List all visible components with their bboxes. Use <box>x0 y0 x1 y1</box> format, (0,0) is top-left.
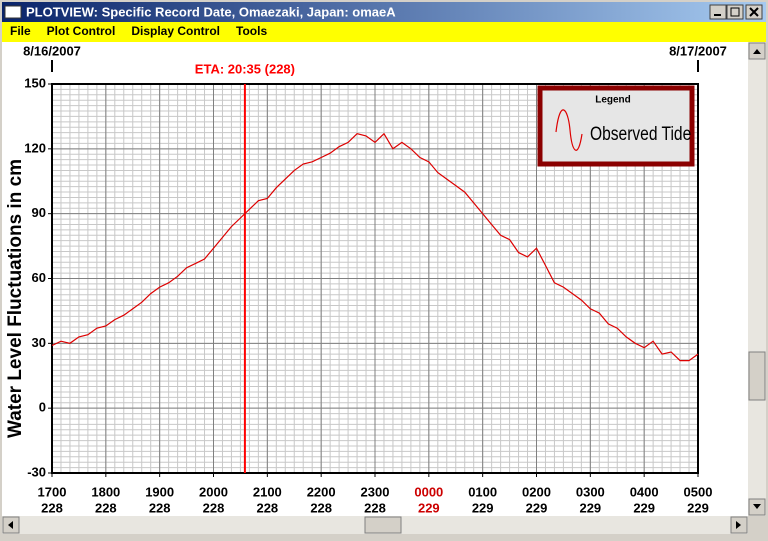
menu-item[interactable]: Display Control <box>131 24 220 38</box>
x-tick-day: 228 <box>41 500 63 515</box>
window-controls <box>709 4 763 20</box>
x-tick-label: 2000 <box>199 484 228 499</box>
minimize-button[interactable] <box>709 4 727 20</box>
legend-label: Observed Tide <box>590 123 691 145</box>
x-tick-day: 229 <box>579 500 601 515</box>
legend-box <box>537 85 695 167</box>
tide-line <box>51 132 699 362</box>
x-tick-label: 0400 <box>630 484 659 499</box>
x-tick-day: 229 <box>687 500 709 515</box>
x-tick-label: 1900 <box>145 484 174 499</box>
x-tick-label: 2200 <box>307 484 336 499</box>
y-tick-label: 60 <box>32 270 46 285</box>
x-tick-label: 1700 <box>38 484 67 499</box>
x-tick-label: 2100 <box>253 484 282 499</box>
date-label: 8/16/2007 <box>23 43 81 58</box>
x-tick-day: 228 <box>364 500 386 515</box>
x-tick-label: 0000 <box>414 484 443 499</box>
app-icon <box>4 5 22 19</box>
y-tick-label: 120 <box>24 140 46 155</box>
title-bar <box>2 2 766 22</box>
eta-label: ETA: 20:35 (228) <box>195 61 295 76</box>
y-tick-label: -30 <box>27 464 46 479</box>
x-tick-day: 228 <box>95 500 117 515</box>
horizontal-scroll-thumb[interactable] <box>364 516 402 534</box>
menu-item[interactable]: Tools <box>236 24 267 38</box>
x-tick-label: 0500 <box>684 484 713 499</box>
maximize-button[interactable] <box>726 4 744 20</box>
x-tick-day: 229 <box>526 500 548 515</box>
x-tick-day: 228 <box>256 500 278 515</box>
window-title: PLOTVIEW: Specific Record Date, Omaezaki… <box>26 4 396 19</box>
y-axis-label: Water Level Fluctuations in cm <box>5 159 26 438</box>
menu-item[interactable]: File <box>10 24 31 38</box>
x-tick-day: 229 <box>472 500 494 515</box>
date-label: 8/17/2007 <box>669 43 727 58</box>
y-tick-label: 90 <box>32 205 46 220</box>
x-tick-day: 228 <box>149 500 171 515</box>
y-tick-label: 30 <box>32 335 46 350</box>
y-tick-label: 150 <box>24 75 46 90</box>
x-tick-day: 228 <box>203 500 225 515</box>
y-tick-label: 0 <box>39 400 46 415</box>
legend-swatch <box>555 109 583 151</box>
size-grip <box>748 516 766 534</box>
x-tick-label: 0100 <box>468 484 497 499</box>
x-tick-day: 229 <box>418 500 440 515</box>
x-tick-label: 1800 <box>91 484 120 499</box>
x-tick-day: 229 <box>633 500 655 515</box>
plot-frame <box>51 83 699 474</box>
legend-title: Legend <box>595 95 631 106</box>
x-tick-label: 0300 <box>576 484 605 499</box>
vertical-scroll-thumb[interactable] <box>748 351 766 401</box>
x-tick-label: 0200 <box>522 484 551 499</box>
menu-item[interactable]: Plot Control <box>47 24 116 38</box>
vertical-scrollbar[interactable] <box>748 42 766 516</box>
x-tick-label: 2300 <box>361 484 390 499</box>
x-tick-day: 228 <box>310 500 332 515</box>
menu-bar <box>2 22 766 42</box>
